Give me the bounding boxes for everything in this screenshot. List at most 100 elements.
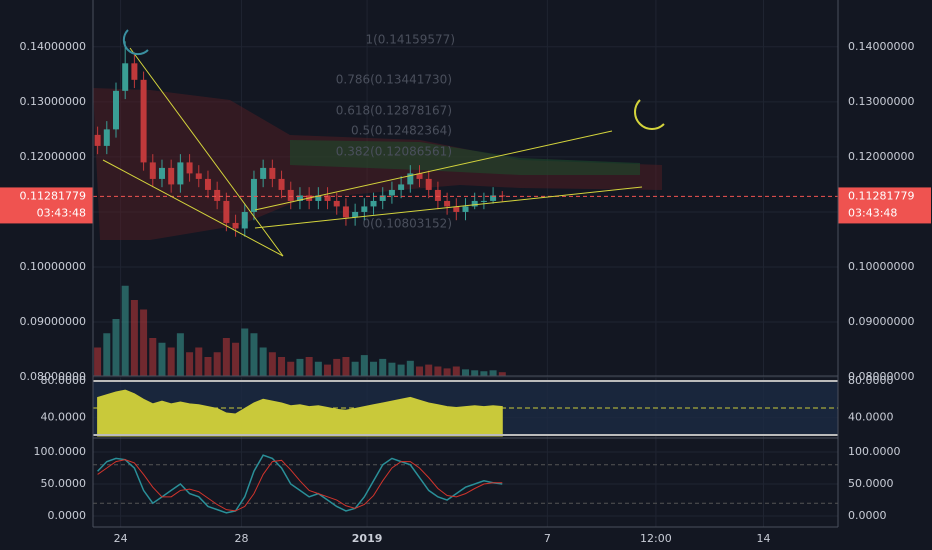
fib-label: 0.382(0.12086561) xyxy=(336,145,452,159)
candle-body xyxy=(342,206,349,218)
y-tick-label: 0.08000000 xyxy=(20,370,86,383)
fib-label: 1(0.14159577) xyxy=(365,33,455,47)
candle-body xyxy=(103,129,110,146)
volume-bar xyxy=(250,333,258,376)
last-price-label: 0.11281779 xyxy=(848,189,914,202)
countdown-label: 03:43:48 xyxy=(848,206,897,219)
volume-bar xyxy=(278,357,286,376)
y-tick-label-right: 50.0000 xyxy=(848,477,894,490)
volume-bar xyxy=(480,371,488,376)
candle-body xyxy=(398,184,405,190)
volume-bar xyxy=(140,309,148,376)
y-tick-label: 50.0000 xyxy=(41,477,87,490)
volume-bar xyxy=(103,333,111,376)
volume-bar xyxy=(462,369,469,376)
volume-bar xyxy=(379,358,387,376)
volume-bar xyxy=(425,364,433,376)
price-badge xyxy=(0,187,93,224)
y-tick-label-right: 40.0000 xyxy=(848,411,894,424)
fib-label: 0(0.10803152) xyxy=(362,217,452,231)
candle-body xyxy=(333,200,340,207)
y-tick-label: 0.14000000 xyxy=(20,40,86,53)
y-tick-label-right: 0.09000000 xyxy=(848,315,914,328)
volume-bar xyxy=(360,355,368,376)
volume-bar xyxy=(305,357,313,376)
candle-body xyxy=(140,79,147,163)
candle-body xyxy=(122,63,129,91)
candle-body xyxy=(94,134,101,146)
volume-bar xyxy=(388,362,396,376)
volume-bar xyxy=(130,300,138,376)
volume-bar xyxy=(471,370,479,376)
volume-bar xyxy=(186,352,194,376)
x-tick-label: 14 xyxy=(757,532,771,545)
candle-body xyxy=(480,200,487,202)
volume-bar xyxy=(489,370,497,376)
volume-bar xyxy=(342,357,350,376)
candle-body xyxy=(131,63,138,80)
candle-body xyxy=(499,195,506,197)
candle-body xyxy=(158,167,165,179)
volume-bar xyxy=(167,347,175,376)
volume-bar xyxy=(94,347,102,376)
volume-bar xyxy=(204,357,212,376)
candle-body xyxy=(269,167,276,179)
volume-bar xyxy=(296,358,304,376)
x-tick-label: 24 xyxy=(114,532,128,545)
candle-body xyxy=(434,189,441,201)
volume-bar xyxy=(222,338,230,376)
candle-body xyxy=(416,173,423,179)
candle-body xyxy=(149,162,156,179)
candle-body xyxy=(425,178,432,190)
candle-body xyxy=(370,200,377,207)
fib-label: 0.5(0.12482364) xyxy=(351,124,452,138)
volume-bar xyxy=(241,328,249,376)
series-line xyxy=(97,459,503,512)
y-tick-label: 0.09000000 xyxy=(20,315,86,328)
x-tick-label: 2019 xyxy=(352,532,383,545)
y-tick-label-right: 0.0000 xyxy=(848,509,887,522)
y-tick-label: 0.10000000 xyxy=(20,260,86,273)
volume-bar xyxy=(158,342,166,376)
fib-label: 0.786(0.13441730) xyxy=(336,73,452,87)
last-price-label: 0.11281779 xyxy=(20,189,86,202)
y-tick-label-right: 0.10000000 xyxy=(848,260,914,273)
candle-body xyxy=(388,189,395,196)
candle-body xyxy=(490,195,497,201)
y-tick-label: 0.0000 xyxy=(48,509,87,522)
countdown-label: 03:43:48 xyxy=(37,206,86,219)
candle-body xyxy=(260,167,267,179)
y-tick-label-right: 80.0000 xyxy=(848,374,894,387)
volume-bar xyxy=(416,366,424,376)
volume-bar xyxy=(351,361,359,376)
volume-bar xyxy=(406,360,414,376)
candle-body xyxy=(250,178,257,212)
y-tick-label: 0.12000000 xyxy=(20,150,86,163)
volume-bar xyxy=(149,338,157,376)
moon-icon xyxy=(634,99,665,130)
volume-bar xyxy=(333,358,341,376)
y-tick-label-right: 0.12000000 xyxy=(848,150,914,163)
y-tick-label-right: 0.08000000 xyxy=(848,370,914,383)
volume-bar xyxy=(434,366,442,376)
y-tick-label-right: 0.13000000 xyxy=(848,95,914,108)
cloud-green xyxy=(290,140,640,175)
candle-body xyxy=(287,189,294,201)
candle-body xyxy=(315,195,322,201)
volume-bar xyxy=(195,347,203,376)
volume-bar xyxy=(112,319,120,376)
y-tick-label-right: 0.14000000 xyxy=(848,40,914,53)
volume-bar xyxy=(452,366,460,376)
series-line xyxy=(97,454,503,514)
candle-body xyxy=(444,200,451,207)
trendlines xyxy=(102,47,643,257)
candle-body xyxy=(352,211,359,218)
candle-body xyxy=(214,189,221,201)
y-tick-label: 0.13000000 xyxy=(20,95,86,108)
volume-bar xyxy=(397,364,405,376)
candle-body xyxy=(453,206,460,212)
candle-body xyxy=(195,173,202,179)
candle-body xyxy=(168,167,175,185)
